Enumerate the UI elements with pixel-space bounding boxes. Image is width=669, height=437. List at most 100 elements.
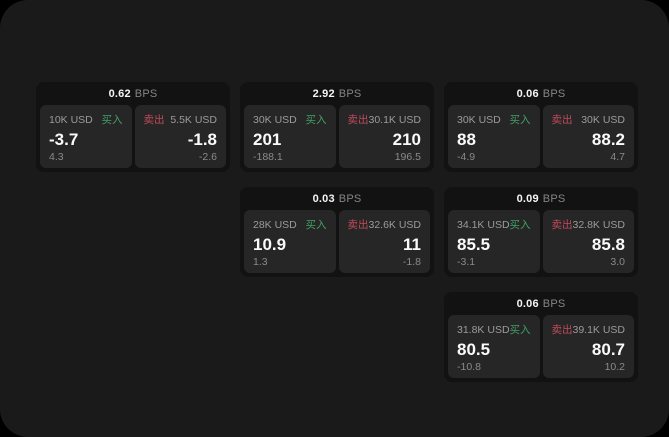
sell-delta: -2.6 (198, 150, 217, 163)
sell-label: 卖出 (143, 114, 165, 126)
sell-amount: 39.1K USD (572, 323, 626, 336)
buy-delta: -188.1 (253, 150, 283, 163)
sell-tile[interactable]: 卖出 32.8K USD 85.8 3.0 (542, 210, 634, 273)
buy-amount: 30K USD (253, 113, 297, 126)
spread-unit: BPS (338, 87, 362, 100)
buy-label: 买入 (509, 114, 531, 126)
sell-label: 卖出 (347, 114, 369, 126)
sell-tile[interactable]: 卖出 5.5K USD -1.8 -2.6 (134, 105, 226, 168)
buy-label: 买入 (509, 324, 531, 336)
sell-amount: 30.1K USD (368, 113, 422, 126)
quote-tiles: 34.1K USD 买入 85.5 -3.1 卖出 32.8K USD 85.8… (448, 210, 634, 273)
spread-value: 0.09 (516, 192, 539, 205)
buy-tile-top: 34.1K USD 买入 (457, 217, 531, 232)
buy-amount: 28K USD (253, 218, 297, 231)
spread-header: 2.92 BPS (244, 82, 430, 105)
buy-tile[interactable]: 10K USD 买入 -3.7 4.3 (40, 105, 132, 168)
sell-tile[interactable]: 卖出 30K USD 88.2 4.7 (542, 105, 634, 168)
buy-amount: 30K USD (457, 113, 501, 126)
buy-label: 买入 (305, 219, 327, 231)
spread-value: 0.03 (312, 192, 335, 205)
buy-delta: 1.3 (253, 255, 268, 268)
sell-price: -1.8 (187, 129, 217, 149)
buy-tile[interactable]: 30K USD 买入 88 -4.9 (448, 105, 540, 168)
spread-unit: BPS (542, 192, 566, 205)
sell-label: 卖出 (347, 219, 369, 231)
sell-price: 88.2 (591, 129, 625, 149)
sell-amount: 32.6K USD (368, 218, 422, 231)
sell-label: 卖出 (551, 114, 573, 126)
sell-tile[interactable]: 卖出 39.1K USD 80.7 10.2 (542, 315, 634, 378)
buy-amount: 31.8K USD (457, 323, 510, 336)
buy-price: 10.9 (253, 234, 287, 254)
sell-tile-top: 卖出 32.6K USD (348, 217, 422, 232)
sell-delta: 3.0 (610, 255, 625, 268)
buy-amount: 10K USD (49, 113, 93, 126)
buy-label: 买入 (305, 114, 327, 126)
sell-tile-top: 卖出 32.8K USD (552, 217, 626, 232)
buy-tile[interactable]: 34.1K USD 买入 85.5 -3.1 (448, 210, 540, 273)
quote-tiles: 10K USD 买入 -3.7 4.3 卖出 5.5K USD -1.8 -2.… (40, 105, 226, 168)
buy-tile-top: 30K USD 买入 (457, 112, 531, 127)
sell-price: 11 (403, 234, 421, 254)
buy-price: 201 (253, 129, 282, 149)
quote-card: 0.06 BPS 31.8K USD 买入 80.5 -10.8 卖出 39.1… (444, 292, 638, 382)
buy-tile[interactable]: 31.8K USD 买入 80.5 -10.8 (448, 315, 540, 378)
sell-price: 85.8 (591, 234, 625, 254)
sell-tile[interactable]: 卖出 30.1K USD 210 196.5 (338, 105, 430, 168)
sell-tile-top: 卖出 39.1K USD (552, 322, 626, 337)
sell-tile-top: 卖出 30K USD (552, 112, 626, 127)
buy-price: 88 (457, 129, 476, 149)
sell-amount: 5.5K USD (170, 113, 217, 126)
sell-amount: 32.8K USD (572, 218, 626, 231)
spread-unit: BPS (542, 87, 566, 100)
quote-tiles: 30K USD 买入 88 -4.9 卖出 30K USD 88.2 4.7 (448, 105, 634, 168)
buy-tile-top: 30K USD 买入 (253, 112, 327, 127)
sell-delta: 196.5 (394, 150, 421, 163)
buy-delta: -10.8 (457, 360, 481, 373)
sell-tile-top: 卖出 5.5K USD (144, 112, 218, 127)
spread-value: 0.06 (516, 297, 539, 310)
buy-tile[interactable]: 30K USD 买入 201 -188.1 (244, 105, 336, 168)
buy-tile-top: 28K USD 买入 (253, 217, 327, 232)
quote-card: 2.92 BPS 30K USD 买入 201 -188.1 卖出 30.1K … (240, 82, 434, 172)
sell-amount: 30K USD (581, 113, 625, 126)
buy-price: 80.5 (457, 339, 491, 359)
sell-price: 210 (392, 129, 421, 149)
quote-card: 0.09 BPS 34.1K USD 买入 85.5 -3.1 卖出 32.8K… (444, 187, 638, 277)
spread-header: 0.62 BPS (40, 82, 226, 105)
buy-delta: -3.1 (457, 255, 476, 268)
buy-price: 85.5 (457, 234, 491, 254)
buy-label: 买入 (509, 219, 531, 231)
sell-delta: -1.8 (402, 255, 421, 268)
quote-card: 0.03 BPS 28K USD 买入 10.9 1.3 卖出 32.6K US… (240, 187, 434, 277)
quote-cards-grid: 0.62 BPS 10K USD 买入 -3.7 4.3 卖出 5.5K USD (36, 82, 638, 382)
buy-label: 买入 (101, 114, 123, 126)
sell-price: 80.7 (591, 339, 625, 359)
spread-unit: BPS (134, 87, 158, 100)
spread-value: 0.06 (516, 87, 539, 100)
sell-label: 卖出 (551, 219, 573, 231)
buy-tile-top: 31.8K USD 买入 (457, 322, 531, 337)
spread-value: 2.92 (312, 87, 335, 100)
quote-card: 0.62 BPS 10K USD 买入 -3.7 4.3 卖出 5.5K USD (36, 82, 230, 172)
buy-delta: 4.3 (49, 150, 64, 163)
buy-price: -3.7 (49, 129, 79, 149)
sell-delta: 4.7 (610, 150, 625, 163)
spread-header: 0.06 BPS (448, 292, 634, 315)
quote-tiles: 28K USD 买入 10.9 1.3 卖出 32.6K USD 11 -1.8 (244, 210, 430, 273)
sell-tile-top: 卖出 30.1K USD (348, 112, 422, 127)
buy-amount: 34.1K USD (457, 218, 510, 231)
sell-tile[interactable]: 卖出 32.6K USD 11 -1.8 (338, 210, 430, 273)
buy-tile[interactable]: 28K USD 买入 10.9 1.3 (244, 210, 336, 273)
quote-card: 0.06 BPS 30K USD 买入 88 -4.9 卖出 30K USD (444, 82, 638, 172)
sell-label: 卖出 (551, 324, 573, 336)
spread-header: 0.09 BPS (448, 187, 634, 210)
buy-tile-top: 10K USD 买入 (49, 112, 123, 127)
quote-tiles: 30K USD 买入 201 -188.1 卖出 30.1K USD 210 1… (244, 105, 430, 168)
spread-value: 0.62 (108, 87, 131, 100)
sell-delta: 10.2 (604, 360, 625, 373)
spread-unit: BPS (338, 192, 362, 205)
spread-unit: BPS (542, 297, 566, 310)
